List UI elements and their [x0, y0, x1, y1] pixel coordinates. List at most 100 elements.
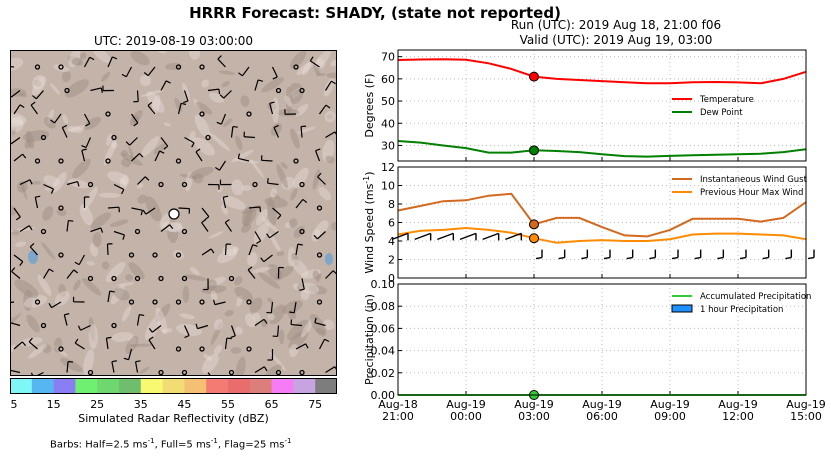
terrain-relief [31, 180, 41, 185]
terrain-relief [240, 95, 250, 107]
terrain-relief [28, 344, 47, 359]
terrain-relief [300, 289, 310, 301]
terrain-relief [83, 349, 94, 375]
wind-barb [74, 338, 85, 350]
terrain-relief [314, 220, 329, 237]
calm-wind-circle [181, 369, 188, 375]
terrain-relief [128, 262, 145, 280]
terrain-relief [268, 232, 281, 253]
calm-wind-circle [275, 369, 282, 375]
wind-barb [315, 148, 321, 162]
plot-frame [397, 49, 807, 162]
calm-wind-circle [134, 275, 141, 282]
terrain-relief [330, 59, 336, 67]
x-tick-label: Aug-19 [718, 398, 757, 411]
terrain-relief [221, 204, 229, 215]
terrain-relief [193, 137, 215, 156]
terrain-relief [203, 353, 212, 361]
wind-barb [131, 113, 139, 127]
wind-barb [148, 325, 162, 333]
colorbar-segment [249, 378, 273, 394]
calm-wind-circle [199, 64, 205, 70]
terrain-relief [79, 204, 93, 226]
terrain-relief [11, 116, 24, 133]
series-line-1 [397, 192, 807, 238]
calm-wind-circle [58, 205, 64, 211]
calm-wind-circle [246, 111, 252, 117]
wind-barb [32, 90, 44, 100]
wind-barb [13, 341, 27, 350]
wind-barb [224, 337, 232, 350]
colorbar-segment [206, 378, 229, 394]
terrain-relief [158, 51, 167, 54]
wind-barb [11, 369, 21, 374]
terrain-relief [314, 51, 331, 69]
wind-barb [269, 101, 275, 115]
terrain-relief [326, 72, 336, 79]
terrain-relief [41, 241, 56, 260]
colorbar-segment [97, 378, 120, 394]
terrain-relief [101, 261, 110, 270]
radar-map-panel[interactable] [10, 50, 337, 376]
colorbar-tick-label: 35 [134, 398, 148, 411]
calm-wind-circle [40, 134, 47, 141]
colorbar-tick-label: 65 [265, 398, 279, 411]
wind-barb [238, 66, 250, 77]
terrain-relief [82, 277, 102, 296]
terrain-relief [313, 64, 320, 76]
terrain-relief [88, 324, 98, 350]
calm-wind-circle [58, 346, 64, 352]
wind-barb [260, 155, 273, 162]
terrain-relief [231, 179, 244, 196]
wind-barb [325, 131, 336, 139]
terrain-relief [188, 51, 201, 60]
chart-panel-2: 0 2 4 6 8 10 12 Wind Speed (ms-1) Instantaneous … [362, 161, 815, 285]
wind-barb [254, 366, 268, 374]
wind-barb [142, 207, 156, 215]
calm-wind-circle [111, 275, 117, 282]
plot-frame [397, 283, 807, 396]
calm-wind-circle [228, 369, 235, 375]
reflectivity-colorbar: 5 15 25 35 45 55 65 75 [10, 378, 338, 411]
terrain-relief [159, 213, 171, 230]
terrain-relief [208, 231, 223, 239]
terrain-relief [207, 279, 217, 291]
colorbar-segment [228, 378, 251, 394]
y-tick-label: 0.02 [371, 367, 396, 380]
terrain-relief [272, 192, 280, 200]
wind-barb [77, 324, 91, 331]
wind-barb [106, 243, 113, 256]
terrain-relief [292, 283, 303, 291]
wind-barb [273, 124, 280, 138]
terrain-relief [58, 283, 67, 297]
x-tick-label: 15:00 [790, 410, 822, 423]
terrain-relief [101, 71, 111, 82]
wind-barb [66, 180, 80, 187]
terrain-relief [193, 173, 204, 184]
calm-wind-circle [275, 87, 282, 94]
wind-barb [290, 319, 303, 327]
colorbar-segment [75, 378, 98, 394]
terrain-relief [128, 146, 134, 161]
terrain-relief [185, 172, 193, 192]
terrain-relief [71, 57, 82, 66]
calm-wind-circle [299, 181, 305, 188]
y-tick-label: 2 [388, 254, 395, 267]
terrain-relief [289, 343, 299, 357]
terrain-relief [82, 186, 98, 211]
calm-wind-circle [199, 346, 205, 352]
calm-wind-circle [105, 158, 111, 164]
run-time-label: Run (UTC): 2019 Aug 18, 21:00 f06 [510, 18, 722, 32]
terrain-relief [173, 250, 184, 260]
wind-barb [183, 325, 190, 339]
wind-barb [13, 153, 27, 162]
terrain-relief [261, 77, 284, 93]
terrain-relief [267, 313, 275, 321]
terrain-relief [111, 331, 134, 342]
series-line-2 [397, 140, 807, 158]
wind-barb [219, 179, 232, 186]
wind-barb [183, 90, 189, 104]
calm-wind-circle [158, 275, 164, 282]
terrain-relief [250, 159, 264, 178]
